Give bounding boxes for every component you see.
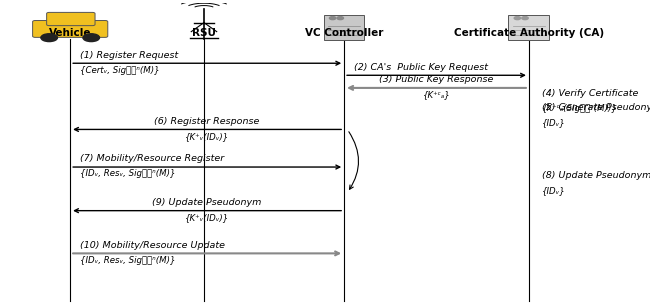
Text: {K⁻ᶜₐ(Sig₏ᵬⁿ(M))}: {K⁻ᶜₐ(Sig₏ᵬⁿ(M))} [541, 104, 617, 113]
Text: {IDᵥ, Resᵥ, Sig₏ᵬⁿ(M)}: {IDᵥ, Resᵥ, Sig₏ᵬⁿ(M)} [80, 169, 176, 178]
Text: (6) Register Response: (6) Register Response [155, 117, 260, 126]
FancyBboxPatch shape [324, 15, 365, 40]
Text: {K⁺ᵥ(IDᵥ)}: {K⁺ᵥ(IDᵥ)} [185, 213, 229, 222]
Text: {Certᵥ, Sig₏ᵬⁿ(M)}: {Certᵥ, Sig₏ᵬⁿ(M)} [80, 66, 159, 75]
Text: (5) Generate Pseudonym: (5) Generate Pseudonym [541, 103, 650, 112]
Circle shape [337, 17, 343, 20]
Text: (4) Verify Certificate: (4) Verify Certificate [541, 89, 638, 98]
Text: {K⁺ᶜₐ}: {K⁺ᶜₐ} [422, 90, 450, 99]
Circle shape [330, 17, 336, 20]
Text: {K⁺ᵥ(IDᵥ)}: {K⁺ᵥ(IDᵥ)} [185, 132, 229, 141]
FancyBboxPatch shape [508, 15, 549, 40]
Text: {IDᵥ, Resᵥ, Sig₏ᵬⁿ(M)}: {IDᵥ, Resᵥ, Sig₏ᵬⁿ(M)} [80, 256, 176, 265]
Circle shape [514, 17, 521, 20]
Text: (2) CA's  Public Key Request: (2) CA's Public Key Request [354, 63, 488, 72]
Text: RSU: RSU [192, 28, 216, 38]
Text: Vehicle: Vehicle [49, 28, 92, 38]
FancyBboxPatch shape [32, 21, 108, 37]
Text: {IDᵥ}: {IDᵥ} [541, 186, 566, 195]
Text: (3) Public Key Response: (3) Public Key Response [380, 75, 493, 84]
Text: {IDᵥ}: {IDᵥ} [541, 118, 566, 127]
Text: (1) Register Request: (1) Register Request [80, 51, 178, 60]
FancyBboxPatch shape [47, 12, 95, 26]
Text: (7) Mobility/Resource Register: (7) Mobility/Resource Register [80, 154, 224, 163]
Text: VC Controller: VC Controller [305, 28, 383, 38]
Text: (8) Update Pseudonym: (8) Update Pseudonym [541, 171, 650, 180]
Text: Certificate Authority (CA): Certificate Authority (CA) [454, 28, 604, 38]
Text: (10) Mobility/Resource Update: (10) Mobility/Resource Update [80, 241, 225, 250]
Circle shape [41, 34, 57, 41]
Text: (9) Update Pseudonym: (9) Update Pseudonym [153, 198, 262, 207]
Circle shape [83, 34, 99, 41]
Circle shape [522, 17, 528, 20]
